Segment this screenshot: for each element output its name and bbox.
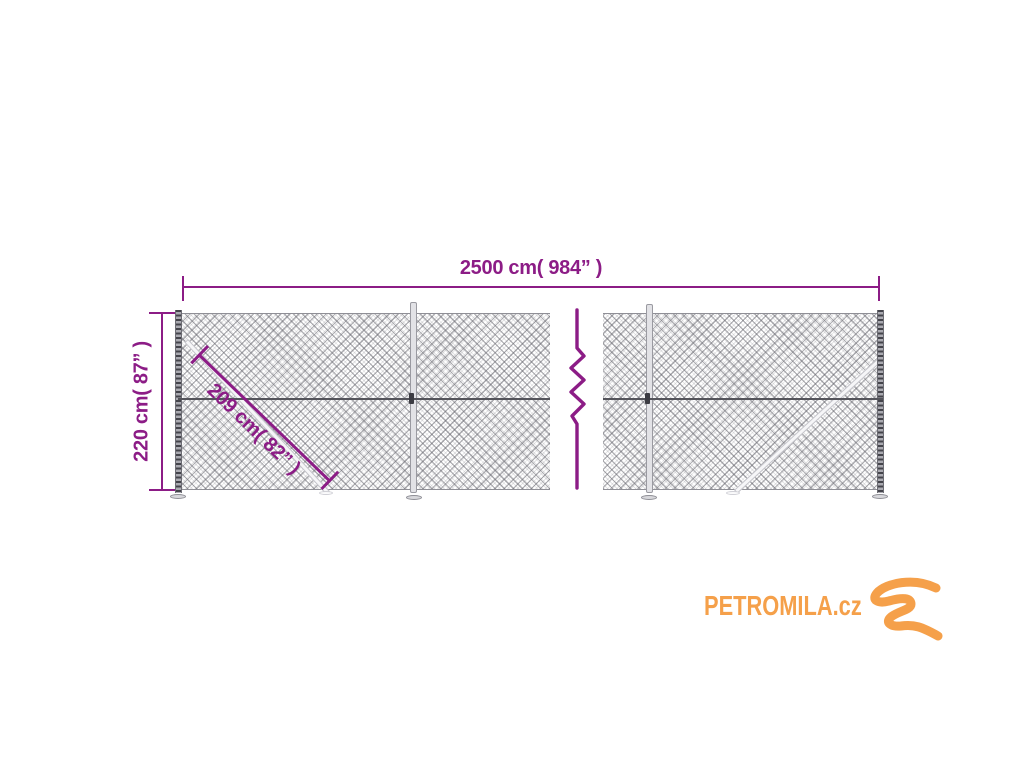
height-dimension-cap-bottom <box>149 489 175 491</box>
tension-wire-left <box>178 398 550 400</box>
break-symbol-icon <box>569 308 586 490</box>
brace-right-foot <box>726 491 740 495</box>
brand-logo: PETROMILA.cz <box>704 590 862 621</box>
width-dimension-line <box>183 286 880 288</box>
height-dimension-cap-top <box>149 312 175 314</box>
tension-wire-right <box>603 398 883 400</box>
post-base-flange <box>872 494 888 499</box>
width-dimension-tick-right <box>878 276 880 301</box>
post-base-flange <box>641 495 657 500</box>
wire-clamp-right <box>645 393 650 404</box>
post-base-flange <box>170 494 186 499</box>
wire-clamp-left <box>409 393 414 404</box>
width-dimension-label: 2500 cm( 984” ) <box>459 257 603 279</box>
height-dimension-line <box>161 313 163 491</box>
fence-end-post-left <box>175 310 182 493</box>
fence-end-post-right <box>877 310 884 493</box>
logo-swoosh-icon <box>870 577 943 641</box>
height-dimension-label: 220 cm( 87” ) <box>130 341 153 462</box>
width-dimension-tick-left <box>182 276 184 301</box>
brace-left-foot <box>319 491 333 495</box>
post-base-flange <box>406 495 422 500</box>
